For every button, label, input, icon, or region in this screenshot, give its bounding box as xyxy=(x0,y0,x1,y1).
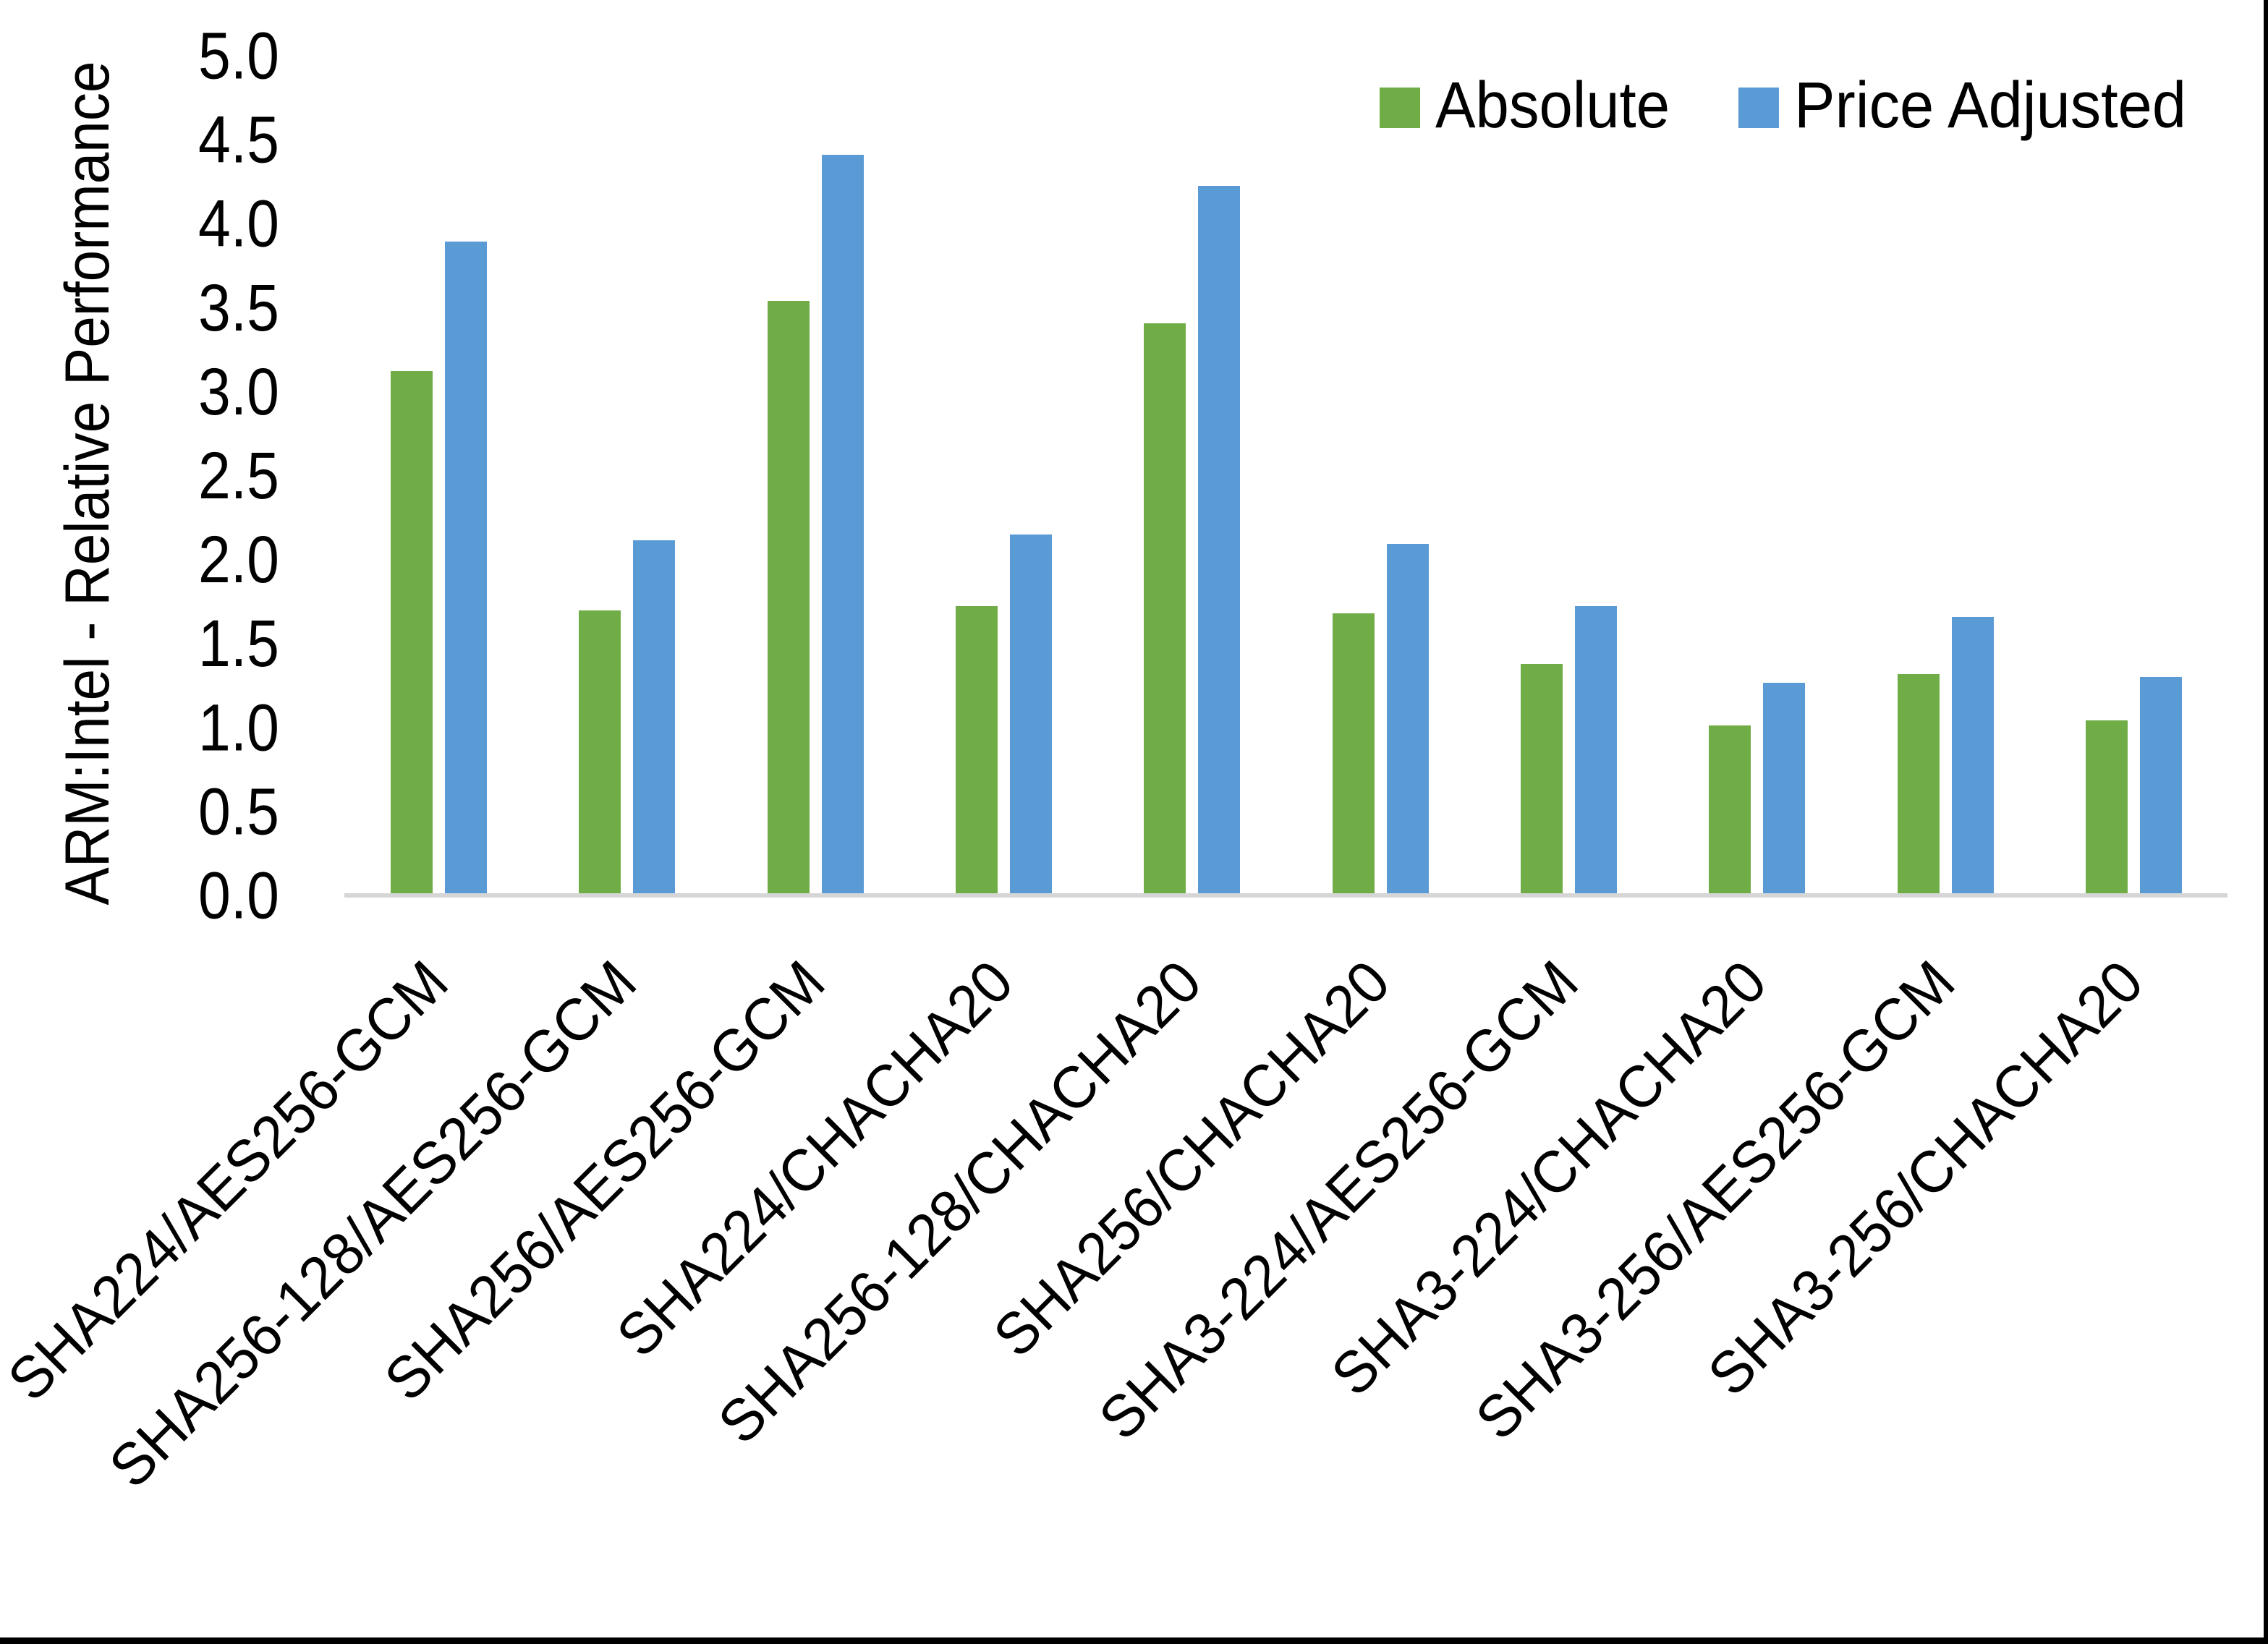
svg-text:1.5: 1.5 xyxy=(198,607,279,681)
svg-text:4.5: 4.5 xyxy=(198,103,279,177)
svg-text:1.0: 1.0 xyxy=(198,691,279,764)
svg-text:0.5: 0.5 xyxy=(198,775,279,848)
svg-text:Price Adjusted: Price Adjusted xyxy=(1794,69,2186,142)
svg-text:3.0: 3.0 xyxy=(198,355,279,429)
svg-text:3.5: 3.5 xyxy=(198,271,279,345)
svg-text:0.0: 0.0 xyxy=(198,859,279,933)
svg-text:4.0: 4.0 xyxy=(198,187,279,261)
svg-text:2.0: 2.0 xyxy=(198,523,279,597)
svg-text:5.0: 5.0 xyxy=(198,20,279,93)
svg-text:ARM:Intel - Relative Performan: ARM:Intel - Relative Performance xyxy=(53,61,122,906)
svg-text:2.5: 2.5 xyxy=(198,439,279,513)
svg-text:Absolute: Absolute xyxy=(1435,69,1670,142)
